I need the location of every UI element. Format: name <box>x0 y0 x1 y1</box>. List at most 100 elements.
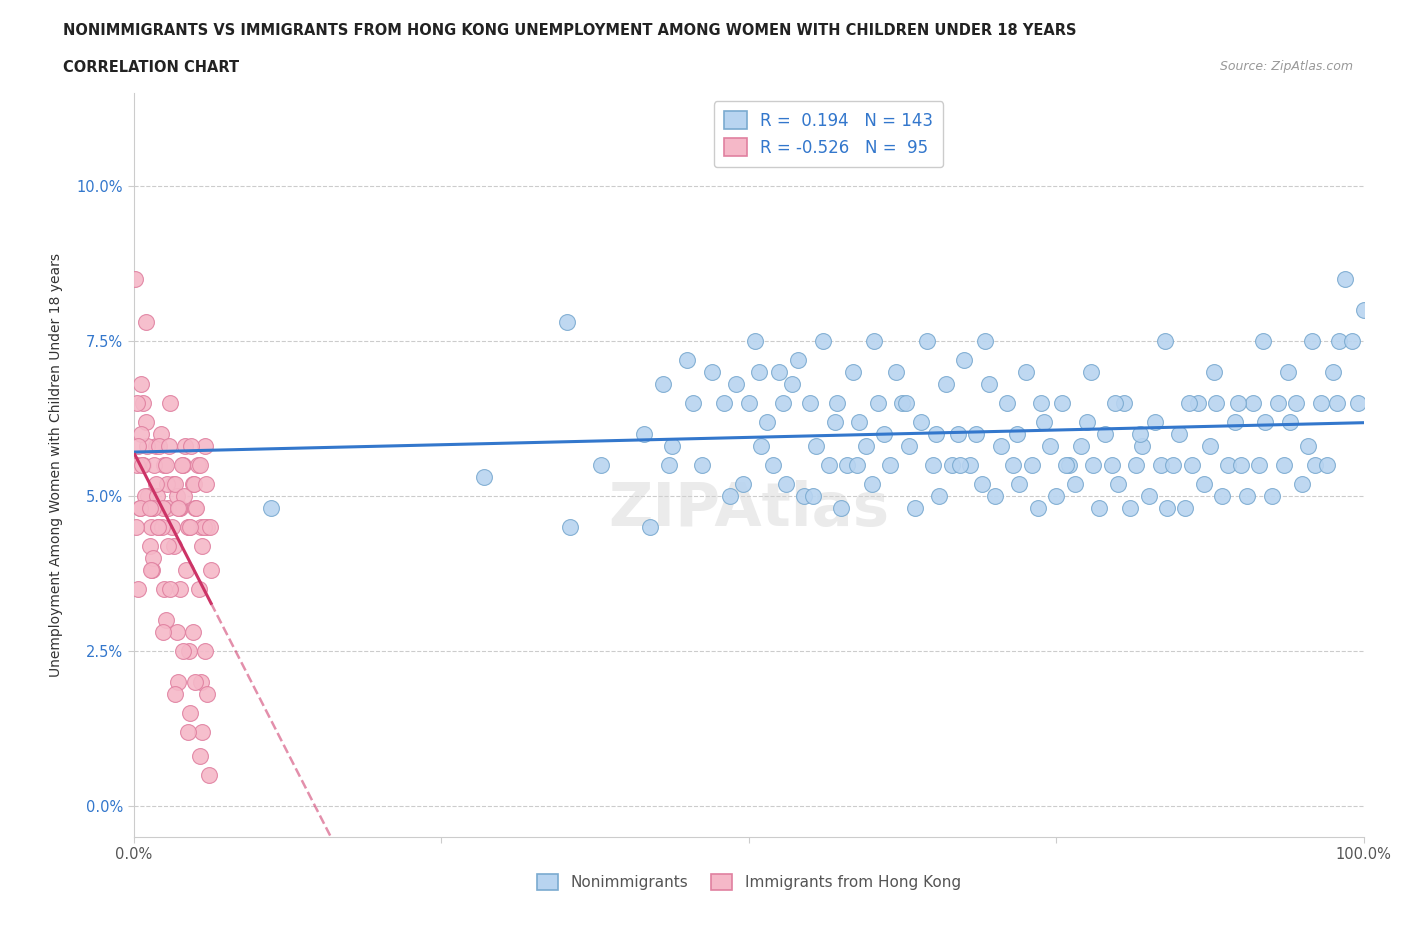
Point <box>1316 458 1339 472</box>
Point <box>817 458 839 472</box>
Point <box>135 315 157 330</box>
Text: CORRELATION CHART: CORRELATION CHART <box>63 60 239 75</box>
Point <box>129 427 152 442</box>
Point <box>1008 476 1031 491</box>
Point <box>1202 365 1225 379</box>
Point <box>1150 458 1173 472</box>
Point <box>169 581 191 596</box>
Point <box>166 625 188 640</box>
Point <box>866 395 889 410</box>
Point <box>1236 488 1258 503</box>
Point <box>1032 414 1054 429</box>
Point <box>1251 334 1274 349</box>
Point <box>1119 501 1142 516</box>
Point <box>1241 395 1264 410</box>
Point <box>1083 458 1105 472</box>
Point <box>1254 414 1277 429</box>
Point <box>1322 365 1344 379</box>
Point <box>141 563 163 578</box>
Point <box>190 674 212 689</box>
Point <box>1205 395 1227 410</box>
Point <box>1353 302 1375 317</box>
Point <box>195 687 219 702</box>
Point <box>1137 488 1160 503</box>
Point <box>1125 458 1147 472</box>
Point <box>190 520 212 535</box>
Point <box>142 501 165 516</box>
Point <box>141 501 163 516</box>
Point <box>1104 395 1126 410</box>
Point <box>146 520 169 535</box>
Point <box>731 476 754 491</box>
Point <box>897 439 920 454</box>
Point <box>910 414 932 429</box>
Point <box>188 458 211 472</box>
Point <box>928 488 950 503</box>
Point <box>127 458 149 472</box>
Point <box>184 501 207 516</box>
Point <box>177 644 200 658</box>
Point <box>682 395 704 410</box>
Point <box>472 470 495 485</box>
Point <box>793 488 815 503</box>
Point <box>1112 395 1135 410</box>
Point <box>129 377 152 392</box>
Point <box>198 520 221 535</box>
Point <box>845 458 868 472</box>
Text: Source: ZipAtlas.com: Source: ZipAtlas.com <box>1219 60 1353 73</box>
Point <box>1218 458 1240 472</box>
Point <box>1260 488 1282 503</box>
Point <box>157 439 180 454</box>
Point <box>1107 476 1129 491</box>
Point <box>177 520 200 535</box>
Point <box>1272 458 1295 472</box>
Point <box>787 352 810 367</box>
Point <box>1002 458 1025 472</box>
Point <box>860 476 883 491</box>
Point <box>904 501 927 516</box>
Point <box>1187 395 1209 410</box>
Point <box>1192 476 1215 491</box>
Point <box>260 501 283 516</box>
Point <box>167 501 190 516</box>
Point <box>995 395 1018 410</box>
Point <box>749 439 772 454</box>
Point <box>181 625 204 640</box>
Point <box>166 674 188 689</box>
Point <box>830 501 852 516</box>
Point <box>128 501 150 516</box>
Point <box>1211 488 1233 503</box>
Point <box>146 488 169 503</box>
Point <box>179 520 201 535</box>
Point <box>879 458 901 472</box>
Point <box>1005 427 1028 442</box>
Point <box>1026 501 1049 516</box>
Point <box>148 439 170 454</box>
Point <box>1267 395 1289 410</box>
Point <box>143 458 166 472</box>
Point <box>1291 476 1313 491</box>
Point <box>177 520 200 535</box>
Point <box>1347 395 1369 410</box>
Point <box>1031 395 1053 410</box>
Point <box>191 538 214 553</box>
Point <box>984 488 1007 503</box>
Point <box>197 767 219 782</box>
Point <box>173 488 195 503</box>
Text: NONIMMIGRANTS VS IMMIGRANTS FROM HONG KONG UNEMPLOYMENT AMONG WOMEN WITH CHILDRE: NONIMMIGRANTS VS IMMIGRANTS FROM HONG KO… <box>63 23 1077 38</box>
Point <box>136 439 159 454</box>
Point <box>725 377 748 392</box>
Point <box>1014 365 1036 379</box>
Point <box>152 625 174 640</box>
Point <box>756 414 779 429</box>
Point <box>155 613 177 628</box>
Point <box>640 520 662 535</box>
Point <box>772 395 794 410</box>
Point <box>1298 439 1320 454</box>
Point <box>806 439 828 454</box>
Point <box>676 352 699 367</box>
Point <box>179 706 201 721</box>
Point <box>132 458 155 472</box>
Point <box>768 365 790 379</box>
Point <box>195 476 218 491</box>
